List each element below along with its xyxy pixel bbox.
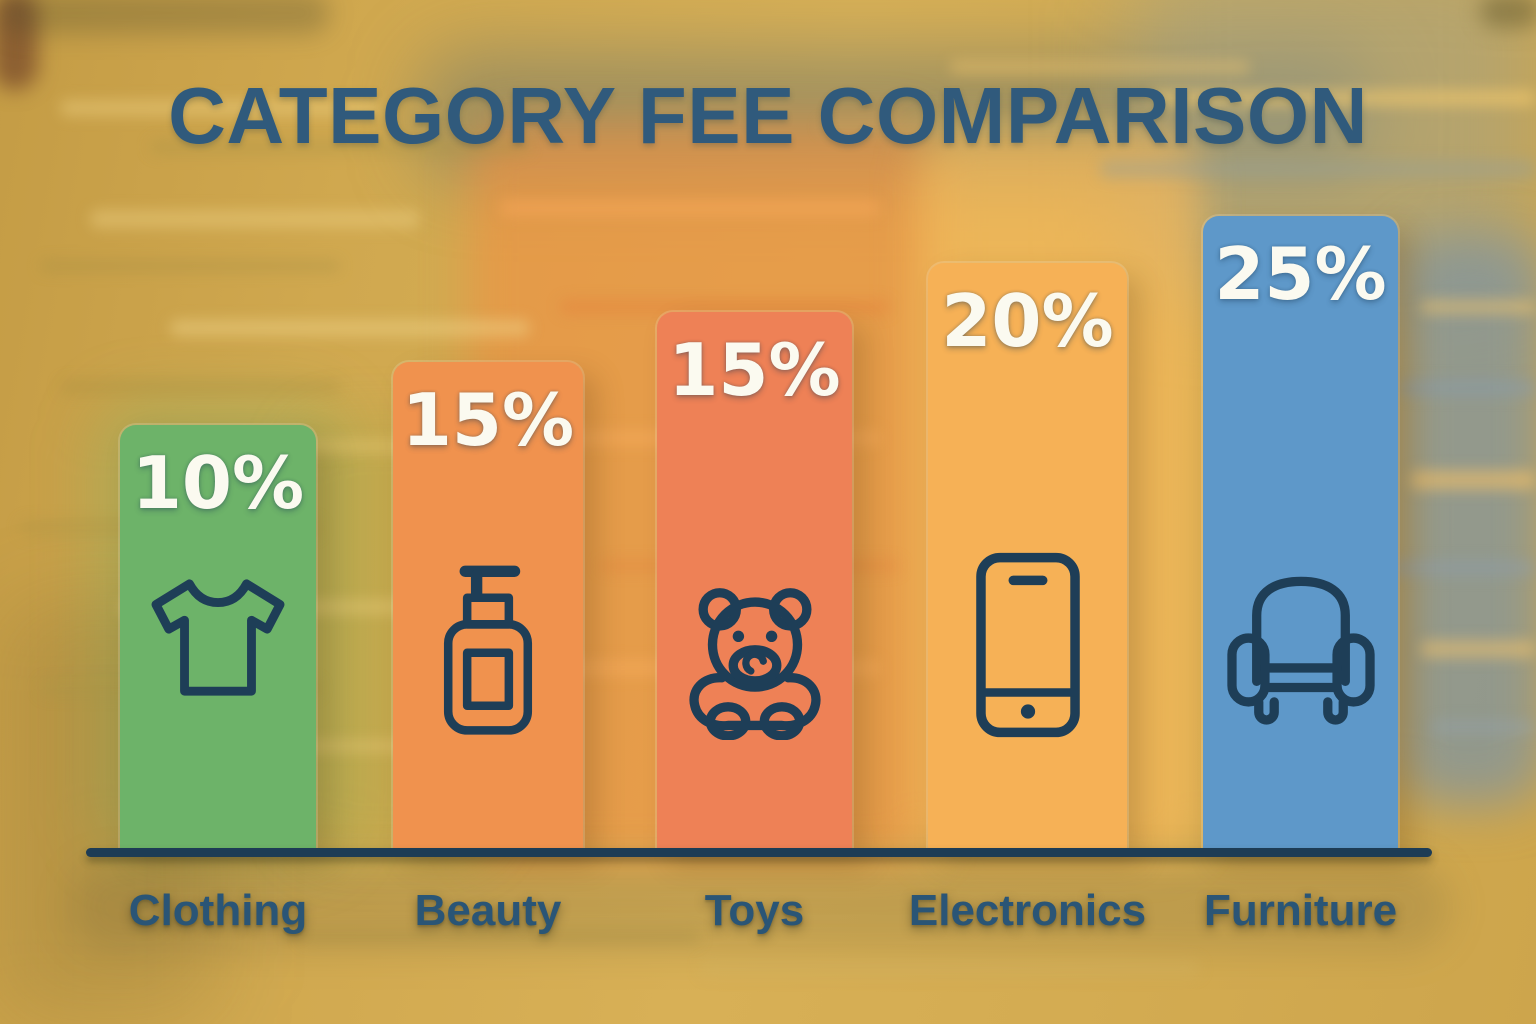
category-label-toys: Toys [704,886,805,935]
background-streak [150,140,530,154]
background-streak [60,380,340,394]
bar-beauty: 15% [393,362,583,852]
background-streak [1410,470,1536,490]
value-label-electronics: 20% [941,279,1114,363]
bar-toys: 15% [657,312,852,852]
value-label-toys: 15% [668,328,841,412]
background-streak [1390,560,1536,576]
armchair-icon [1226,576,1375,725]
baseline-axis [86,848,1432,857]
background-streak [820,120,1120,132]
background-streak [90,210,420,228]
smartphone-icon [975,552,1080,738]
background-streak [170,320,530,336]
background-streak [1420,300,1536,314]
category-label-electronics: Electronics [908,886,1147,935]
value-label-clothing: 10% [131,441,305,525]
teddy-bear-icon-wrapper [682,572,827,740]
background-streak [300,930,700,944]
background-streak [1420,640,1536,658]
background-streak [60,100,380,116]
background-blob [1480,0,1536,28]
bar-clothing: 10% [120,425,316,852]
category-label-furniture: Furniture [1203,886,1398,935]
chart-title: CATEGORY FEE COMPARISON [168,71,1368,160]
tshirt-icon-wrapper [144,574,292,702]
background-streak [950,60,1250,74]
bar-furniture: 25% [1203,216,1398,852]
category-label-beauty: Beauty [414,886,562,935]
background-blob [0,0,330,34]
value-label-furniture: 25% [1214,232,1387,316]
background-streak [1150,90,1536,106]
background-blob [0,0,38,90]
smartphone-icon-wrapper [973,550,1082,740]
lotion-bottle-icon-wrapper [441,558,536,738]
background-streak [500,200,880,216]
tshirt-icon [151,579,285,696]
lotion-bottle-icon [443,565,533,735]
background-streak [560,300,890,314]
background-blob [70,862,1450,952]
background-streak [1100,160,1536,178]
background-streak [700,960,1200,976]
background-blob [1396,235,1536,805]
background-streak [1430,720,1536,734]
bar-electronics: 20% [928,263,1127,852]
armchair-icon-wrapper [1223,568,1378,738]
background-streak [1400,380,1536,396]
value-label-beauty: 15% [401,378,575,462]
category-label-clothing: Clothing [128,886,308,935]
teddy-bear-icon [688,588,821,740]
background-streak [40,260,340,272]
